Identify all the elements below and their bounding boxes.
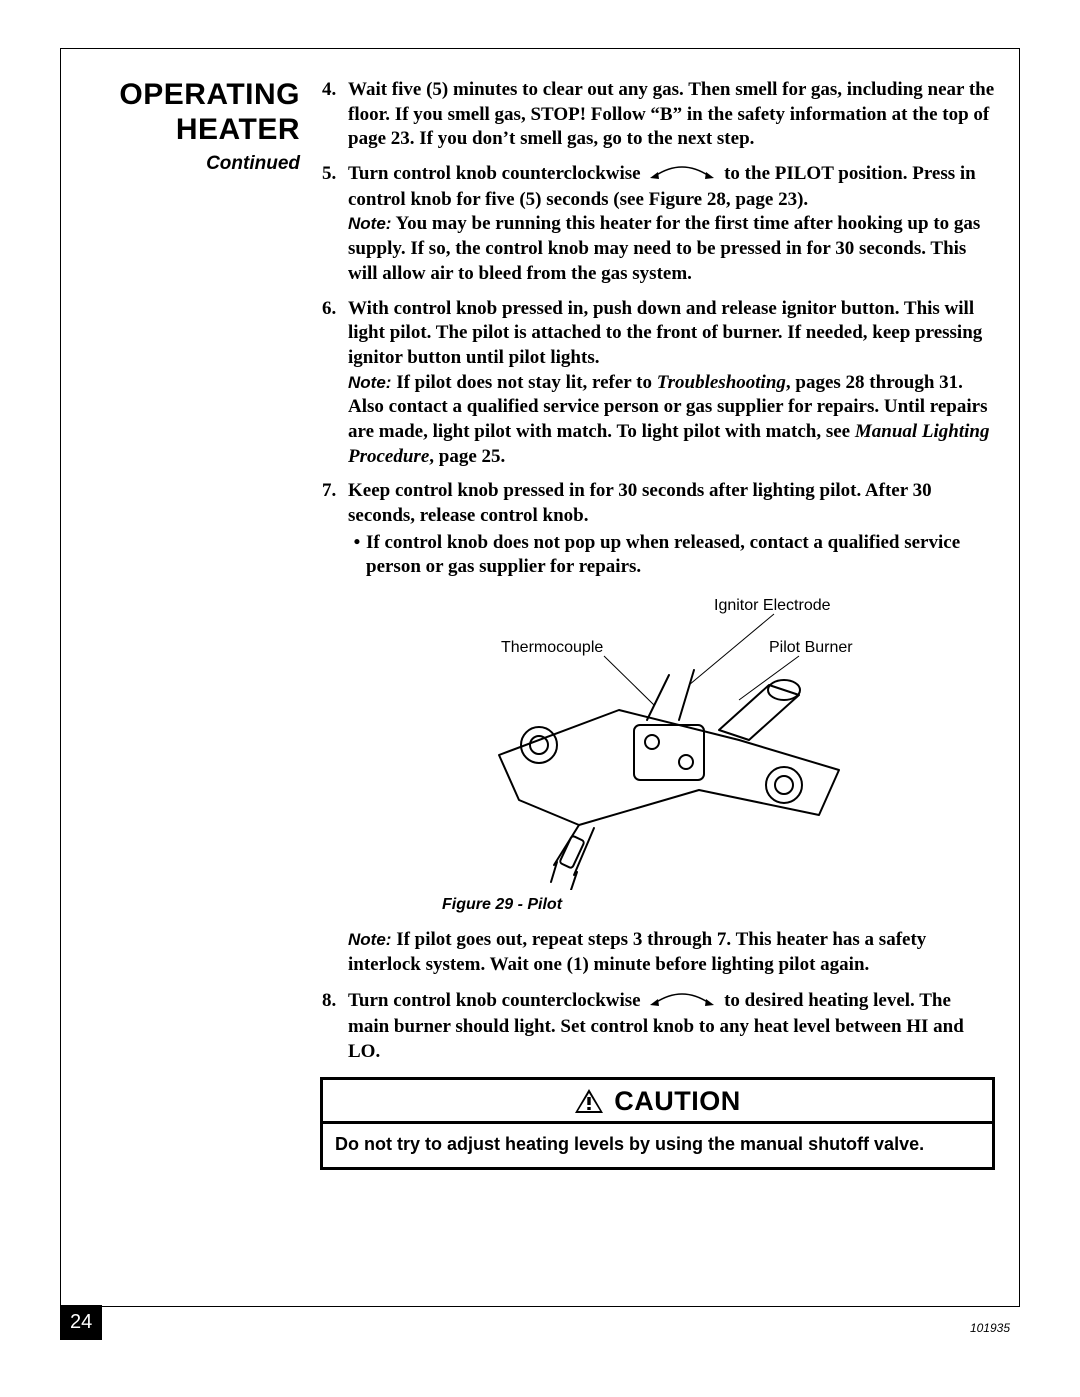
bullet-text: If control knob does not pop up when rel… bbox=[366, 531, 995, 580]
label-ignitor: Ignitor Electrode bbox=[714, 597, 831, 614]
pilot-assembly-drawing bbox=[499, 670, 839, 890]
title-line-2: HEATER bbox=[176, 113, 300, 146]
step-body: Turn control knob counterclockwise to de… bbox=[348, 989, 995, 1064]
right-column: 4. Wait five (5) minutes to clear out an… bbox=[322, 78, 995, 1170]
step-number: 4. bbox=[322, 78, 348, 152]
step-5-note: Note: You may be running this heater for… bbox=[348, 212, 995, 286]
step-number: 5. bbox=[322, 162, 348, 286]
instruction-list-continued: Note: If pilot goes out, repeat steps 3 … bbox=[322, 928, 995, 1064]
step-body: Turn control knob counterclockwise to th… bbox=[348, 162, 995, 286]
step-text: With control knob pressed in, push down … bbox=[348, 298, 982, 368]
bullet-dot: • bbox=[348, 531, 366, 580]
caution-box: CAUTION Do not try to adjust heating lev… bbox=[320, 1077, 995, 1170]
step-body: Wait five (5) minutes to clear out any g… bbox=[348, 78, 995, 152]
warning-icon bbox=[574, 1088, 604, 1114]
step-number: 8. bbox=[322, 989, 348, 1064]
title-line-1: OPERATING bbox=[119, 78, 300, 111]
instruction-list: 4. Wait five (5) minutes to clear out an… bbox=[322, 78, 995, 580]
step-body: Keep control knob pressed in for 30 seco… bbox=[348, 479, 995, 580]
step-7-bullet: • If control knob does not pop up when r… bbox=[348, 531, 995, 580]
note-prefix: Note: bbox=[348, 930, 391, 949]
document-id: 101935 bbox=[970, 1321, 1010, 1335]
spacer bbox=[322, 928, 348, 977]
step-7: 7. Keep control knob pressed in for 30 s… bbox=[322, 479, 995, 580]
page-number: 24 bbox=[60, 1305, 102, 1340]
section-title: OPERATING HEATER bbox=[100, 78, 300, 147]
note-text: If pilot goes out, repeat steps 3 throug… bbox=[348, 929, 926, 975]
ccw-arrow-icon bbox=[647, 989, 717, 1015]
left-column: OPERATING HEATER Continued bbox=[100, 78, 300, 1170]
note-ref-1: Troubleshooting bbox=[657, 372, 786, 393]
post-figure-note: Note: If pilot goes out, repeat steps 3 … bbox=[348, 928, 995, 977]
step-8: 8. Turn control knob counterclockwise to… bbox=[322, 989, 995, 1064]
step-number: 7. bbox=[322, 479, 348, 580]
step-number: 6. bbox=[322, 297, 348, 470]
step-6: 6. With control knob pressed in, push do… bbox=[322, 297, 995, 470]
label-thermocouple: Thermocouple bbox=[501, 639, 603, 656]
figure-29: Ignitor Electrode Thermocouple Pilot Bur… bbox=[322, 590, 995, 890]
ccw-arrow-icon bbox=[647, 162, 717, 188]
note-text-a: If pilot does not stay lit, refer to bbox=[391, 372, 656, 393]
figure-caption: Figure 29 - Pilot bbox=[442, 896, 995, 914]
caution-title: CAUTION bbox=[614, 1086, 741, 1117]
continued-label: Continued bbox=[100, 153, 300, 175]
post-figure-note-row: Note: If pilot goes out, repeat steps 3 … bbox=[322, 928, 995, 977]
step-5: 5. Turn control knob counterclockwise to… bbox=[322, 162, 995, 286]
step-text-a: Turn control knob counterclockwise bbox=[348, 163, 641, 184]
step-body: With control knob pressed in, push down … bbox=[348, 297, 995, 470]
step-4: 4. Wait five (5) minutes to clear out an… bbox=[322, 78, 995, 152]
page-content: OPERATING HEATER Continued 4. Wait five … bbox=[100, 78, 995, 1170]
caution-header: CAUTION bbox=[323, 1080, 992, 1124]
label-pilot: Pilot Burner bbox=[769, 639, 853, 656]
step-text-a: Turn control knob counterclockwise bbox=[348, 991, 641, 1012]
caution-body: Do not try to adjust heating levels by u… bbox=[323, 1124, 992, 1167]
note-prefix: Note: bbox=[348, 214, 391, 233]
step-text: Keep control knob pressed in for 30 seco… bbox=[348, 480, 932, 526]
note-text-e: , page 25. bbox=[429, 446, 505, 467]
note-prefix: Note: bbox=[348, 373, 391, 392]
step-6-note: Note: If pilot does not stay lit, refer … bbox=[348, 371, 995, 470]
pilot-diagram: Ignitor Electrode Thermocouple Pilot Bur… bbox=[379, 590, 939, 890]
note-text: You may be running this heater for the f… bbox=[348, 213, 980, 283]
